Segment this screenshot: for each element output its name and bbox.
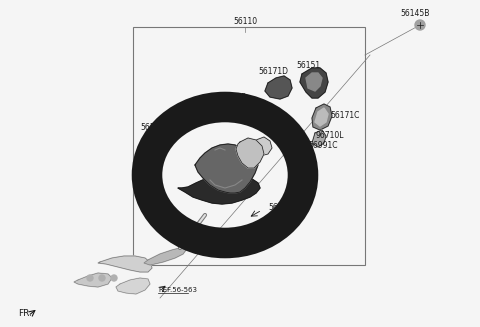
Circle shape: [87, 275, 93, 281]
Text: 56171C: 56171C: [330, 111, 360, 119]
Polygon shape: [306, 73, 322, 91]
Text: 56145B: 56145B: [400, 9, 430, 18]
Text: 56171D: 56171D: [258, 67, 288, 77]
Text: 96710R: 96710R: [218, 93, 248, 101]
Text: FR.: FR.: [18, 308, 32, 318]
Text: 96710L: 96710L: [316, 130, 345, 140]
Circle shape: [111, 275, 117, 281]
Polygon shape: [144, 248, 186, 265]
Polygon shape: [235, 103, 256, 120]
Polygon shape: [98, 256, 152, 272]
Polygon shape: [312, 104, 332, 130]
Circle shape: [99, 275, 105, 281]
Circle shape: [415, 20, 425, 30]
Text: 56130F: 56130F: [268, 203, 297, 213]
Text: 56991C: 56991C: [308, 141, 337, 149]
Polygon shape: [312, 130, 326, 147]
Polygon shape: [195, 144, 258, 193]
Text: 56110: 56110: [233, 18, 257, 26]
Polygon shape: [254, 137, 272, 156]
Polygon shape: [315, 108, 328, 126]
Polygon shape: [74, 273, 112, 287]
Text: 56111D: 56111D: [140, 123, 170, 131]
Polygon shape: [178, 176, 260, 204]
Polygon shape: [116, 278, 150, 294]
Polygon shape: [300, 68, 328, 98]
Bar: [133, 27, 365, 265]
Text: REF.56-563: REF.56-563: [158, 287, 197, 293]
Polygon shape: [265, 76, 292, 99]
Text: 56151: 56151: [296, 60, 320, 70]
Polygon shape: [236, 138, 264, 168]
